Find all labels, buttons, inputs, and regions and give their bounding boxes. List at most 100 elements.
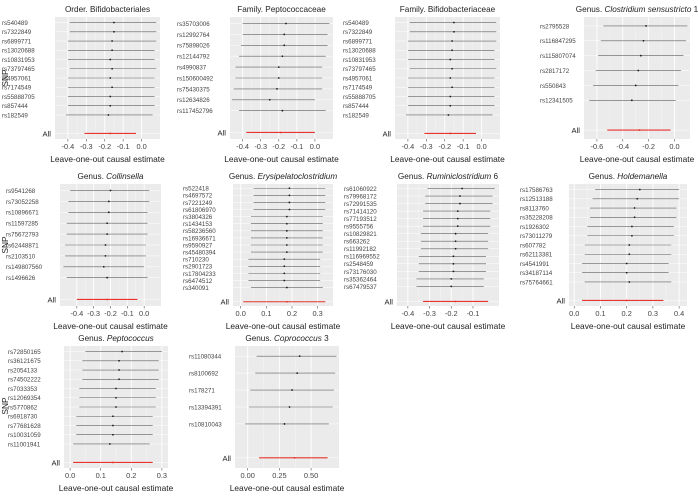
x-axis-label: Leave-one-out causal estimate [391,321,506,331]
estimate-point [631,234,633,237]
x-tick-label: -0.4 [616,142,629,151]
snp-label: rs11001941 [8,441,41,448]
panel-title-part: Genus. [589,172,618,181]
x-tick-label: -0.4 [236,142,249,151]
panel-title-part: Collinsella [106,172,144,181]
all-estimate-point [638,129,641,131]
x-tick-label: -0.1 [121,309,134,318]
forest-panel-6: Genus. Erysipelatoclostridium 0.0 0.1 0.2 0.… [183,172,341,331]
x-axis-label: Leave-one-out causal estimate [50,154,165,164]
panel-title-part: Ruminiclostridium [427,172,492,181]
snp-label: rs540489 [2,20,28,27]
x-tick-label: 0.50 [304,471,318,480]
panel-title-part: 1 [691,5,698,14]
snp-label: rs9590927 [183,242,213,249]
snp-label: rs10810043 [189,421,222,428]
x-tick-label: -0.2 [445,309,458,318]
estimate-point [449,95,452,98]
all-estimate-point [454,300,457,303]
panel-title: Family. Bifidobacteriaceae [400,5,496,14]
estimate-point [451,86,454,89]
estimate-point [452,255,455,258]
x-tick-label: -0.1 [467,309,480,318]
x-tick-label: 0.0 [476,142,486,151]
snp-label: rs12069354 [8,395,41,402]
snp-label: rs17804233 [183,271,216,278]
panel-background [584,17,690,139]
x-tick-label: -0.6 [591,142,604,151]
x-axis-label: Leave-one-out causal estimate [571,321,686,331]
x-tick-label: -0.1 [117,142,130,151]
snp-label: rs116847295 [540,38,576,45]
x-tick-label: -0.4 [62,142,75,151]
panel-title-part: Family. Bifidobacteriaceae [400,5,496,14]
estimate-point [461,187,464,190]
snp-label: rs36121675 [8,358,41,365]
x-tick-label: -0.4 [70,309,83,318]
estimate-point [296,372,299,375]
snp-label: rs35362464 [344,276,377,283]
snp-label: rs117452796 [177,108,213,115]
snp-label: rs12144792 [177,54,210,61]
y-axis-label: SNP [0,397,10,415]
all-row-label: All [557,296,566,305]
panel-title: Genus. Ruminiclostridium 6 [398,172,499,181]
estimate-point [285,244,288,246]
all-row-label: All [218,128,227,137]
estimate-point [106,233,109,236]
panel-title: Genus. Peptococcus [78,334,154,343]
snp-label: rs2817172 [540,68,570,75]
estimate-point [112,415,114,418]
snp-label: rs1496626 [6,275,36,282]
estimate-point [107,200,110,203]
snp-label: rs857444 [2,103,28,110]
snp-label: rs73052258 [6,199,39,206]
x-tick-label: -0.1 [290,142,303,151]
forest-panel-2: Family. Peptococcaceae -0.4 -0.3 -0.2 -0.1 0.… [177,5,339,164]
forest-panel-10: Genus. Coprococcus 3 0.00 0.25 0.50 rs110803… [189,334,345,493]
panel-title-part: Order. Bifidobacteriales [65,5,150,14]
snp-label: rs10896671 [6,210,39,217]
all-estimate-point [449,132,452,135]
estimate-point [283,279,286,282]
snp-label: rs62113381 [520,252,553,259]
estimate-point [281,55,284,58]
snp-label: rs58236560 [183,228,216,235]
panel-title: Genus. Erysipelatoclostridium [229,172,337,181]
snp-label: rs7322849 [2,29,32,36]
snp-label: rs6899771 [2,38,32,45]
estimate-point [107,211,110,214]
estimate-point [104,254,107,257]
all-estimate-point [285,300,288,303]
estimate-point [288,194,291,197]
snp-label: rs115807074 [540,53,576,60]
estimate-point [298,355,301,358]
snp-label: rs4957061 [343,75,373,82]
x-tick-label: -0.3 [80,142,93,151]
x-tick-label: 0.1 [261,309,271,318]
panel-title: Order. Bifidobacteriales [65,5,150,14]
x-tick-label: 0.0 [139,309,149,318]
estimate-point [283,272,286,275]
all-row-label: All [385,297,394,306]
estimate-point [285,229,288,232]
x-tick-label: 0.0 [236,309,246,318]
snp-label: rs150600492 [177,75,214,82]
panel-title: Genus. Collinsella [77,172,143,181]
x-tick-label: -0.4 [401,309,414,318]
panel-title-part: Coprococcus [274,334,322,343]
snp-label: rs10831953 [2,57,35,64]
all-estimate-point [109,132,112,135]
snp-label: rs11597285 [6,221,39,228]
y-axis-label: SNP [0,236,10,254]
snp-label: rs7322849 [343,29,373,36]
snp-label: rs75430375 [177,86,210,93]
estimate-point [628,253,631,256]
x-tick-label: 0.0 [569,309,579,318]
estimate-point [633,216,636,219]
estimate-point [454,247,457,250]
all-row-label: All [221,298,230,307]
snp-label: rs17586763 [520,187,553,194]
estimate-point [111,67,114,70]
